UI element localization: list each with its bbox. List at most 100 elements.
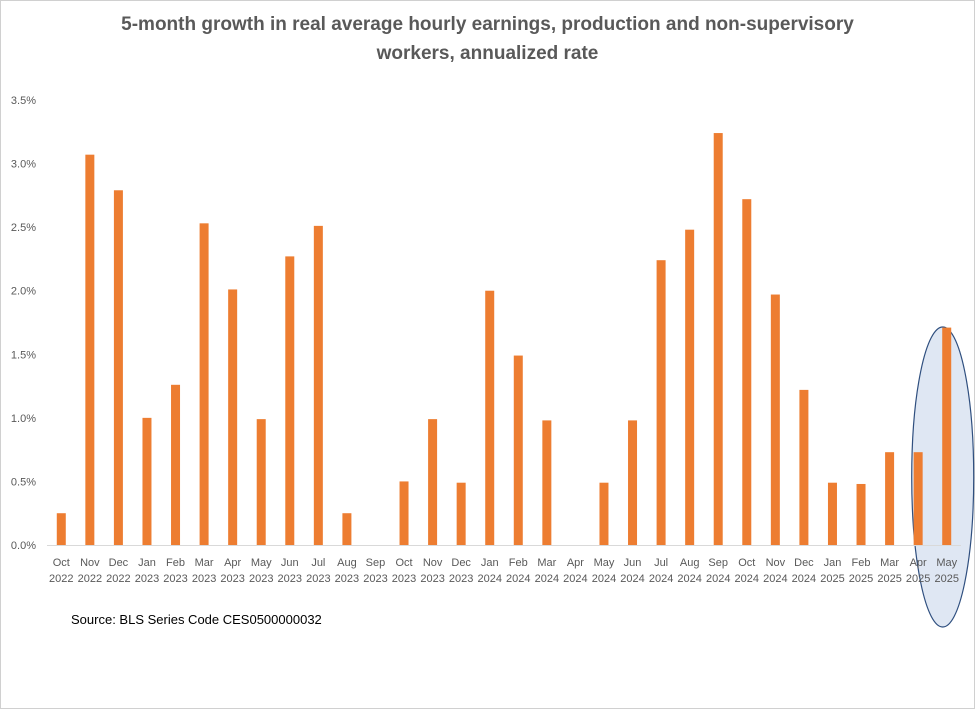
bar-dec-2022: [113, 190, 123, 545]
x-tick-month: Dec: [451, 557, 471, 569]
x-tick-year: 2024: [677, 573, 701, 585]
x-tick-year: 2023: [192, 573, 216, 585]
x-tick-month: Apr: [567, 557, 584, 569]
x-tick-year: 2024: [649, 573, 673, 585]
x-tick-year: 2023: [163, 573, 187, 585]
x-tick-month: Mar: [195, 557, 214, 569]
x-tick-year: 2024: [563, 573, 587, 585]
x-tick-month: Jun: [624, 557, 642, 569]
y-tick-label: 1.5%: [11, 349, 36, 361]
x-tick-year: 2024: [735, 573, 759, 585]
x-tick-month: Nov: [423, 557, 443, 569]
y-tick-label: 0.5%: [11, 476, 36, 488]
x-tick-month: Oct: [53, 557, 70, 569]
y-tick-label: 3.5%: [11, 95, 36, 107]
x-tick-year: 2022: [49, 573, 73, 585]
y-tick-label: 2.0%: [11, 286, 36, 298]
x-tick-month: Dec: [109, 557, 129, 569]
x-tick-year: 2022: [78, 573, 102, 585]
bar-dec-2023: [456, 482, 466, 545]
x-tick-month: Nov: [80, 557, 100, 569]
x-tick-year: 2025: [877, 573, 901, 585]
x-tick-year: 2023: [306, 573, 330, 585]
x-tick-year: 2024: [592, 573, 616, 585]
x-tick-month: May: [594, 557, 615, 569]
x-tick-month: Dec: [794, 557, 814, 569]
x-tick-month: Jan: [481, 557, 499, 569]
bar-mar-2025: [885, 452, 895, 545]
x-tick-year: 2025: [906, 573, 930, 585]
x-tick-month: May: [936, 557, 957, 569]
bar-oct-2024: [742, 199, 752, 545]
x-tick-year: 2024: [706, 573, 730, 585]
x-tick-year: 2023: [392, 573, 416, 585]
x-tick-year: 2025: [934, 573, 958, 585]
x-tick-month: Oct: [395, 557, 412, 569]
y-tick-label: 1.0%: [11, 413, 36, 425]
x-tick-month: Apr: [910, 557, 927, 569]
bar-jul-2023: [313, 225, 323, 545]
x-tick-month: Sep: [366, 557, 386, 569]
x-tick-month: Nov: [766, 557, 786, 569]
x-tick-year: 2024: [506, 573, 530, 585]
x-tick-year: 2023: [420, 573, 444, 585]
x-tick-month: Feb: [509, 557, 528, 569]
x-tick-month: Jan: [824, 557, 842, 569]
x-tick-month: Aug: [337, 557, 357, 569]
x-tick-year: 2023: [278, 573, 302, 585]
bar-jan-2023: [142, 417, 152, 545]
x-tick-year: 2024: [477, 573, 501, 585]
x-tick-year: 2022: [106, 573, 130, 585]
bar-aug-2024: [685, 229, 695, 545]
x-tick-month: Feb: [166, 557, 185, 569]
x-tick-month: Sep: [708, 557, 728, 569]
x-tick-month: Jan: [138, 557, 156, 569]
x-tick-year: 2023: [335, 573, 359, 585]
x-tick-year: 2025: [820, 573, 844, 585]
bar-oct-2023: [399, 481, 409, 545]
bar-jan-2025: [827, 482, 837, 545]
chart-title-line-1: 5-month growth in real average hourly ea…: [121, 14, 854, 35]
x-tick-year: 2025: [849, 573, 873, 585]
x-tick-year: 2023: [249, 573, 273, 585]
x-tick-year: 2023: [363, 573, 387, 585]
x-tick-month: Mar: [880, 557, 899, 569]
x-tick-year: 2024: [535, 573, 559, 585]
bar-apr-2023: [228, 289, 238, 545]
x-tick-month: Mar: [537, 557, 556, 569]
y-tick-label: 2.5%: [11, 222, 36, 234]
x-tick-month: Jul: [311, 557, 325, 569]
bar-sep-2024: [713, 133, 723, 546]
bar-feb-2024: [513, 355, 523, 545]
bar-nov-2023: [428, 419, 438, 545]
y-tick-label: 3.0%: [11, 159, 36, 171]
bar-jun-2023: [285, 256, 295, 545]
bar-may-2024: [599, 482, 609, 545]
x-tick-year: 2024: [763, 573, 787, 585]
chart-title-line-2: workers, annualized rate: [376, 43, 599, 64]
x-tick-year: 2024: [620, 573, 644, 585]
chart-title: 5-month growth in real average hourly ea…: [60, 10, 915, 68]
bar-jan-2024: [485, 290, 495, 545]
bar-jul-2024: [656, 260, 666, 545]
bar-dec-2024: [799, 389, 809, 545]
x-tick-year: 2023: [135, 573, 159, 585]
x-tick-year: 2023: [449, 573, 473, 585]
bar-aug-2023: [342, 513, 352, 545]
bar-mar-2024: [542, 420, 552, 545]
bar-oct-2022: [56, 513, 66, 545]
y-tick-label: 0.0%: [11, 540, 36, 552]
bar-may-2023: [256, 419, 266, 545]
bar-feb-2023: [171, 384, 181, 545]
bar-jun-2024: [628, 420, 638, 545]
x-tick-month: Oct: [738, 557, 755, 569]
x-tick-month: Jul: [654, 557, 668, 569]
x-tick-month: Jun: [281, 557, 299, 569]
bar-nov-2022: [85, 154, 95, 545]
bar-mar-2023: [199, 223, 209, 546]
x-tick-year: 2024: [792, 573, 816, 585]
x-tick-year: 2023: [220, 573, 244, 585]
bar-nov-2024: [770, 294, 780, 545]
source-note: Source: BLS Series Code CES0500000032: [71, 612, 322, 627]
